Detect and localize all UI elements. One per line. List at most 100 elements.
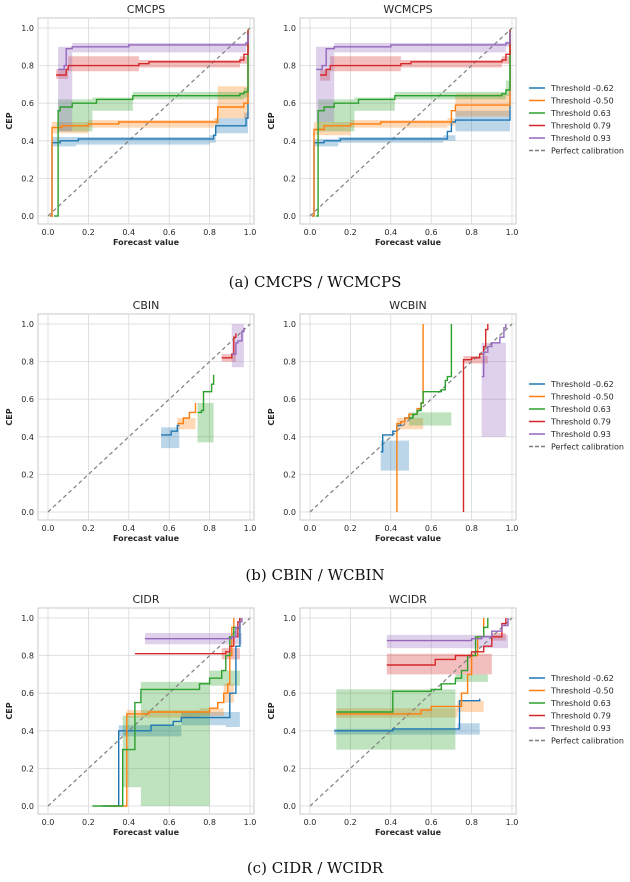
plot-area	[47, 617, 251, 807]
y-tick-label: 0.8	[283, 62, 296, 71]
legend-label: Perfect calibration	[551, 443, 624, 452]
perfect-calibration-line	[47, 27, 251, 217]
plot-area	[47, 323, 251, 513]
x-tick-label: 1.0	[506, 228, 519, 237]
confidence-band	[380, 406, 409, 471]
x-tick-label: 0.0	[42, 818, 55, 827]
y-tick-label: 0.4	[21, 727, 34, 736]
confidence-band	[118, 618, 240, 737]
y-tick-label: 1.0	[21, 320, 34, 329]
series-line	[145, 618, 243, 640]
y-axis-label: CEP	[267, 408, 276, 425]
legend-label: Perfect calibration	[551, 737, 624, 746]
series-line	[177, 403, 197, 425]
x-tick-label: 0.4	[122, 228, 135, 237]
series-line	[462, 324, 489, 512]
x-tick-label: 1.0	[506, 524, 519, 533]
plot-area	[309, 617, 513, 807]
chart-panel-wcbin: 0.0 0.2 0.4 0.6 0.8 1.0 0.0 0.2 0.4 0.6 0.8 1.0 WCBI…	[267, 299, 518, 543]
x-tick-label: 0.6	[163, 818, 176, 827]
plot-area	[47, 27, 251, 217]
plot-frame	[37, 607, 255, 815]
chart-panel-wcidr: 0.0 0.2 0.4 0.6 0.8 1.0 0.0 0.2 0.4 0.6 0.8 1.0 WCID…	[267, 593, 518, 837]
plot-area	[309, 27, 513, 217]
series-line	[312, 33, 511, 217]
x-tick-label: 1.0	[244, 228, 257, 237]
x-tick-label: 0.2	[82, 228, 95, 237]
y-tick-label: 0.2	[283, 174, 296, 183]
confidence-band	[231, 324, 244, 368]
y-tick-label: 0.0	[283, 212, 296, 221]
chart-panels: 0.0 0.2 0.4 0.6 0.8 1.0 0.0 0.2 0.4 0.6 0.8 1.0 CMCP…	[5, 3, 518, 837]
y-tick-label: 0.0	[21, 802, 34, 811]
legend-label: Threshold 0.63	[550, 405, 611, 414]
y-tick-label: 0.0	[21, 508, 34, 517]
x-tick-label: 0.6	[425, 228, 438, 237]
y-tick-label: 0.8	[283, 652, 296, 661]
legend-label: Threshold 0.79	[550, 418, 611, 427]
confidence-band	[336, 618, 488, 750]
chart-title: WCMCPS	[383, 3, 432, 16]
legend-label: Threshold -0.62	[550, 380, 614, 389]
confidence-band	[320, 28, 510, 81]
perfect-calibration-line	[309, 27, 513, 217]
confidence-band	[386, 618, 506, 675]
series-line	[386, 618, 509, 642]
x-axis-label: Forecast value	[375, 238, 442, 247]
legend-label: Threshold -0.50	[550, 393, 614, 402]
y-tick-label: 0.0	[21, 212, 34, 221]
y-axis-label: CEP	[5, 702, 14, 719]
confidence-band	[52, 29, 248, 134]
series-line	[316, 31, 511, 71]
x-axis-label: Forecast value	[113, 828, 180, 837]
chart-title: CBIN	[133, 299, 160, 312]
x-tick-label: 0.6	[425, 818, 438, 827]
series-line	[54, 29, 249, 217]
confidence-band	[58, 29, 248, 132]
series-line	[50, 31, 249, 217]
y-axis-label: CEP	[5, 408, 14, 425]
y-tick-label: 0.2	[21, 174, 34, 183]
x-tick-label: 0.8	[203, 524, 216, 533]
chart-panel-cbin: 0.0 0.2 0.4 0.6 0.8 1.0 0.0 0.2 0.4 0.6 0.8 1.0 CBIN…	[5, 299, 256, 543]
confidence-band	[318, 28, 510, 132]
x-tick-label: 0.0	[304, 818, 317, 827]
series-line	[108, 618, 235, 807]
x-tick-label: 0.2	[344, 524, 357, 533]
series-line	[320, 29, 511, 76]
series-line	[58, 33, 249, 71]
confidence-band	[58, 28, 248, 132]
x-axis-label: Forecast value	[375, 534, 442, 543]
x-tick-label: 0.6	[163, 524, 176, 533]
y-tick-label: 0.8	[21, 358, 34, 367]
series-line	[481, 324, 507, 378]
y-tick-label: 0.6	[21, 395, 34, 404]
legend-label: Perfect calibration	[551, 147, 624, 156]
confidence-band	[145, 618, 242, 645]
confidence-band	[396, 324, 424, 430]
perfect-calibration-line	[309, 323, 513, 513]
y-axis-label: CEP	[267, 702, 276, 719]
y-tick-label: 0.6	[283, 395, 296, 404]
x-tick-label: 0.8	[203, 228, 216, 237]
y-tick-label: 0.6	[21, 99, 34, 108]
y-axis-label: CEP	[267, 112, 276, 129]
y-tick-label: 0.6	[21, 689, 34, 698]
x-tick-label: 0.2	[344, 818, 357, 827]
chart-panel-wcmcps: 0.0 0.2 0.4 0.6 0.8 1.0 0.0 0.2 0.4 0.6 0.8 1.0 WCMC…	[267, 3, 518, 247]
y-tick-label: 0.4	[21, 433, 34, 442]
legend-label: Threshold -0.62	[550, 674, 614, 683]
y-tick-label: 0.2	[21, 764, 34, 773]
chart-title: WCBIN	[389, 299, 427, 312]
legend: Threshold -0.62 Threshold -0.50 Threshold …	[529, 380, 624, 452]
x-tick-label: 0.8	[465, 524, 478, 533]
series-line	[336, 618, 485, 715]
x-axis-label: Forecast value	[113, 534, 180, 543]
series-line	[161, 424, 180, 436]
y-tick-label: 1.0	[283, 614, 296, 623]
series-line	[334, 698, 481, 732]
caption-b: (b) CBIN / WCBIN	[245, 566, 384, 584]
series-line	[409, 324, 453, 419]
legend-label: Threshold 0.93	[550, 430, 611, 439]
